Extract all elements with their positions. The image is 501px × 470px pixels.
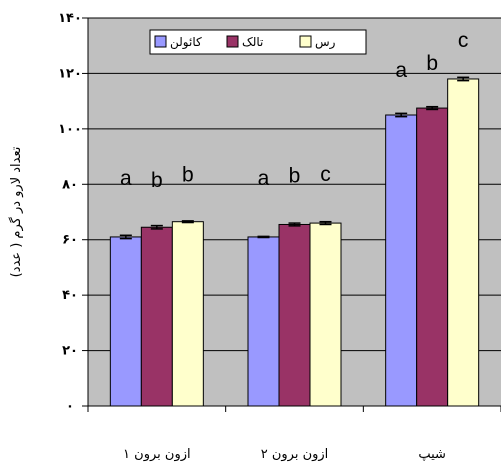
legend-label: تالک <box>242 35 263 49</box>
legend-label: رس <box>315 35 336 50</box>
significance-letter: b <box>426 52 438 75</box>
y-axis-title: تعداد لارو در گرم ( عدد) <box>8 146 24 277</box>
bar <box>278 223 311 407</box>
y-axis-ticks: ۰ ۲۰ ۴۰ ۶۰ ۸۰ ۱۰۰ ۱۲۰ ۱۴۰ <box>58 11 88 414</box>
bar <box>309 222 342 407</box>
error-bars-group <box>119 76 470 240</box>
bar <box>247 236 280 407</box>
bar <box>140 226 173 407</box>
significance-letter: c <box>320 163 331 186</box>
bar <box>385 114 418 407</box>
y-tick-label: ۱۲۰ <box>58 66 82 81</box>
bar <box>416 107 449 407</box>
y-tick-label: ۸۰ <box>62 177 78 192</box>
legend-swatch <box>226 35 239 48</box>
significance-letters-group: a aab bbb cc <box>120 29 468 192</box>
bar <box>171 221 204 407</box>
y-tick-label: ۶۰ <box>62 233 78 248</box>
significance-letter: b <box>182 164 194 187</box>
significance-letter: b <box>151 169 163 192</box>
y-tick-label: ۰ <box>66 399 74 414</box>
significance-letter: c <box>458 29 469 52</box>
x-category-label: ازون برون ۲ <box>261 447 329 462</box>
y-tick-label: ۲۰ <box>62 344 78 359</box>
significance-letter: a <box>120 167 132 190</box>
legend-swatch <box>154 35 167 48</box>
significance-letter: a <box>258 167 270 190</box>
significance-letter: a <box>395 59 407 82</box>
y-tick-label: ۴۰ <box>62 288 78 303</box>
legend: کائولن تالک رس <box>149 29 367 55</box>
y-tick-label: ۱۴۰ <box>58 11 82 26</box>
bar <box>447 78 480 407</box>
bar <box>109 236 142 407</box>
x-axis-ticks: ازون برون ۱ ازون برون ۲ شیپ <box>87 406 501 462</box>
y-tick-label: ۱۰۰ <box>58 122 82 137</box>
x-category-label: ازون برون ۱ <box>123 447 191 462</box>
x-category-label: شیپ <box>418 447 446 462</box>
legend-label: کائولن <box>170 35 202 50</box>
legend-box <box>149 29 367 55</box>
significance-letter: b <box>289 164 301 187</box>
legend-swatch <box>299 35 312 48</box>
